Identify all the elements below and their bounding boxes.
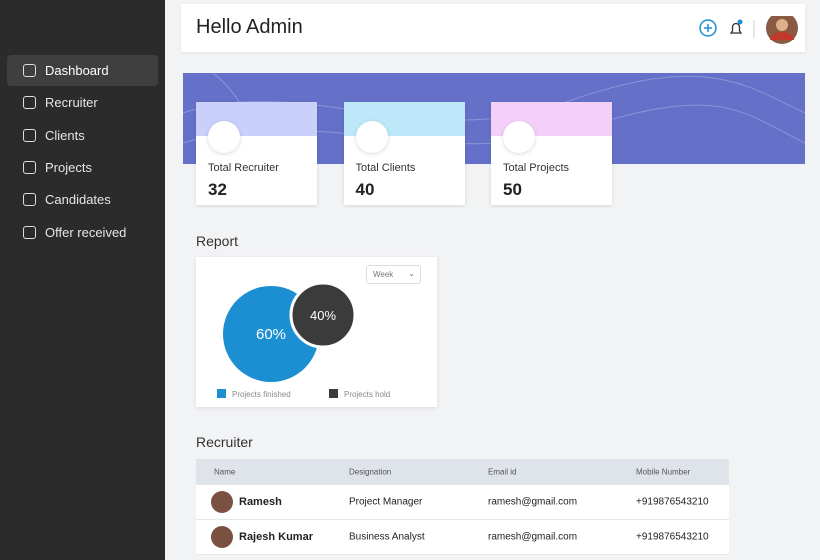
stat-icon — [503, 121, 535, 153]
recruiter-name: Ramesh — [239, 496, 282, 508]
row-avatar — [211, 526, 233, 548]
nav-item[interactable]: Clients — [7, 120, 158, 151]
report-card: Week ⌄ 60% Projects finished 40% Projects ho… — [196, 257, 437, 407]
table-cell: +919876543210 — [636, 496, 709, 508]
bubble — [289, 281, 357, 349]
stat-card: Total Recruiter 32 — [196, 102, 317, 205]
nav-label[interactable]: Candidates — [45, 192, 111, 208]
nav-label[interactable]: Projects — [45, 159, 92, 175]
stat-icon — [208, 121, 240, 153]
column-header: Email id — [488, 467, 517, 476]
stat-value: 50 — [503, 180, 522, 199]
recruiter-table: Name Designation Email id Mobile Number Rame… — [196, 459, 729, 555]
profile-avatar[interactable] — [766, 16, 798, 44]
section-title: Recruiter — [196, 434, 253, 450]
stat-value: 40 — [355, 180, 375, 199]
table-cell: ramesh@gmail.com — [488, 496, 578, 508]
nav-item[interactable]: Candidates — [7, 184, 158, 215]
nav-item[interactable]: Offer received — [7, 217, 158, 248]
recruiter-name: Rajesh Kumar — [239, 531, 313, 543]
table-header: Name Designation Email id Mobile Number — [196, 459, 729, 485]
nav-icon[interactable] — [23, 96, 36, 110]
nav-label[interactable]: Offer received — [45, 224, 127, 240]
stat-label: Total Clients — [355, 162, 416, 174]
bubble-label: 60% — [256, 326, 286, 343]
dropdown-value[interactable]: Week — [373, 270, 394, 279]
nav-label[interactable]: Clients — [45, 127, 85, 143]
stat-icon — [355, 121, 388, 153]
header-icons — [699, 16, 798, 44]
stat-value: 32 — [208, 180, 227, 199]
header: Hello Admin — [181, 4, 805, 52]
table-row: Ramesh Project Manager ramesh@gmail.com +91… — [196, 485, 729, 520]
period-dropdown[interactable]: Week ⌄ — [366, 265, 421, 284]
column-header: Mobile Number — [636, 467, 691, 476]
bubble-label: 40% — [310, 308, 336, 323]
stat-label: Total Recruiter — [208, 162, 279, 174]
stat-label: Total Projects — [503, 162, 570, 174]
page-title: Hello Admin — [196, 16, 303, 38]
table-cell: +919876543210 — [636, 531, 709, 543]
report-chart: 60% Projects finished 40% Projects hold — [217, 281, 390, 399]
nav-icon[interactable] — [23, 225, 36, 239]
legend-label: Projects finished — [232, 390, 291, 399]
legend-swatch — [217, 389, 226, 398]
nav-label[interactable]: Dashboard — [45, 63, 109, 78]
nav-item[interactable]: Recruiter — [7, 87, 158, 118]
dropdown-arrow[interactable]: ⌄ — [408, 269, 415, 278]
legend-swatch — [329, 389, 338, 398]
table-cell: ramesh@gmail.com — [488, 531, 578, 543]
table-row: Rajesh Kumar Business Analyst ramesh@gmail… — [196, 520, 729, 555]
nav-icon[interactable] — [23, 64, 36, 77]
notification-button[interactable] — [729, 19, 743, 34]
table-cell: Business Analyst — [349, 531, 425, 543]
column-header: Designation — [349, 467, 392, 476]
legend-label: Projects hold — [344, 390, 390, 399]
column-header: Name — [214, 467, 236, 476]
nav-item[interactable]: Dashboard — [7, 55, 158, 86]
nav-icon[interactable] — [23, 160, 36, 174]
nav-item[interactable]: Projects — [7, 152, 158, 183]
nav-icon[interactable] — [23, 128, 36, 142]
table-cell: Project Manager — [349, 496, 423, 508]
sidebar: Dashboard Recruiter Clients Projects Candida… — [0, 0, 165, 560]
add-button[interactable] — [699, 19, 717, 37]
nav-icon[interactable] — [23, 193, 36, 207]
row-avatar — [211, 491, 233, 513]
section-title: Report — [196, 233, 239, 249]
stat-card: Total Projects 50 — [491, 102, 612, 205]
stat-card: Total Clients 40 — [343, 102, 465, 205]
nav-label[interactable]: Recruiter — [45, 95, 98, 111]
